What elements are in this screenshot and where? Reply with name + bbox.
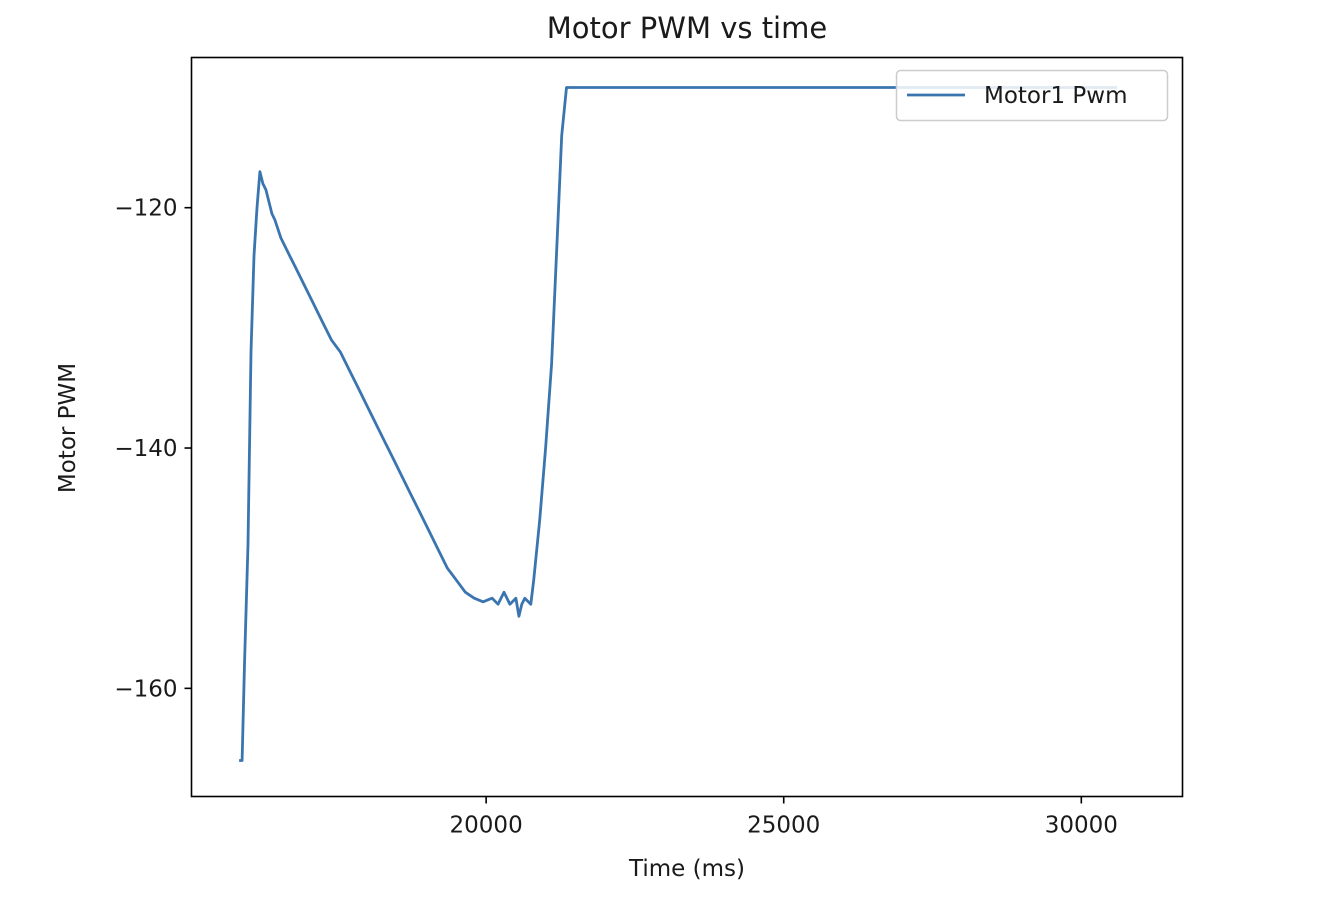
x-tick-label: 25000 <box>747 813 820 839</box>
plot-area <box>190 56 1184 798</box>
legend: Motor1 Pwm <box>895 69 1169 122</box>
x-tick-label: 20000 <box>450 813 523 839</box>
legend-label: Motor1 Pwm <box>984 83 1128 109</box>
y-axis: −120 −140 −160 <box>114 196 192 702</box>
legend-box <box>895 69 1169 122</box>
x-tick-label: 30000 <box>1045 813 1118 839</box>
y-tick-label: −140 <box>114 436 177 462</box>
series-line <box>239 86 1117 762</box>
y-tick-label: −160 <box>114 676 177 702</box>
chart-title: Motor PWM vs time <box>547 11 827 45</box>
x-axis-label: Time (ms) <box>628 856 745 882</box>
y-axis-label: Motor PWM <box>55 363 81 493</box>
y-tick-label: −120 <box>114 196 177 222</box>
x-axis: 20000 25000 30000 <box>450 796 1118 839</box>
series-layer <box>239 86 1117 762</box>
